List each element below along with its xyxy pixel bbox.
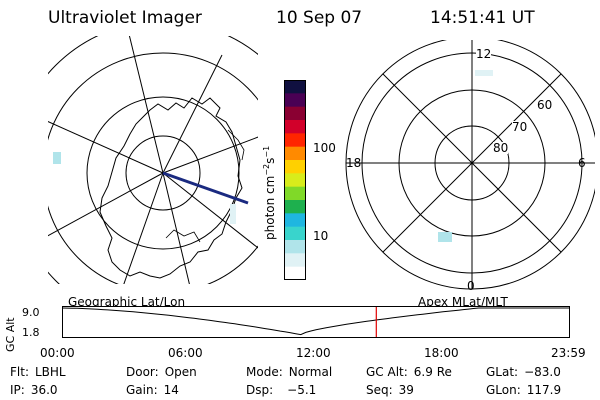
colorbar-swatch [284,133,306,148]
colorbar-swatch [284,146,306,161]
colorbar-swatch [284,200,306,214]
door-status: Door: Open [126,365,197,379]
mlt-label-6: 6 [578,156,586,170]
altitude-curve [62,307,570,336]
meridian-line [48,172,164,237]
mlat-label-70: 70 [512,120,528,134]
x-tick-0000: 00:00 [40,346,75,360]
y-tick-min: 1.8 [22,326,40,339]
coastline-detail [227,129,245,161]
colorbar-swatch [284,106,306,121]
colorbar-swatch [284,160,306,174]
glon-status: GLon: 117.9 [486,383,562,397]
flt-status: Flt: LBHL [10,365,66,379]
meridian-line [48,121,164,174]
colorbar-swatch [284,213,306,228]
timeline-right-title: Apex MLat/MLT [418,295,508,309]
colorbar-swatch [284,186,306,201]
terminator-line [162,171,249,205]
colorbar-tick-100: 100 [313,141,336,155]
meridian-line [162,172,190,284]
seq-status: Seq: 39 [366,383,414,397]
colorbar-swatch [284,240,306,254]
mlt-line-diag [382,73,562,253]
colorbar-swatch [284,80,306,94]
lat-circle [0,0,300,300]
colorbar-swatch [284,226,306,241]
colorbar-swatch [284,266,306,280]
mlt-label-0: 0 [467,279,475,293]
mlat-label-60: 60 [537,98,553,112]
coastline-detail [165,229,201,243]
mlat-label-80: 80 [493,141,509,155]
aurora-patch [475,70,493,76]
x-tick-1800: 18:00 [424,346,459,360]
mode-status: Mode: Normal [246,365,333,379]
ip-status: IP: 36.0 [10,383,58,397]
instrument-title: Ultraviolet Imager [48,8,202,28]
colorbar [284,80,306,280]
meridian-line [128,36,164,174]
lat-circle [48,52,258,284]
aurora-patch [438,232,452,242]
geographic-map [0,0,300,300]
lat-circle [125,135,201,211]
coastline [99,97,243,279]
colorbar-swatch [284,120,306,134]
timeline-left-title: Geographic Lat/Lon [68,295,186,309]
dsp-status: Dsp: −5.1 [246,383,317,397]
altitude-timeline [62,306,570,338]
date-label: 10 Sep 07 [276,8,363,28]
meridian-line [123,172,164,284]
x-tick-2359: 23:59 [551,346,586,360]
gc-alt-axis-label: GC Alt [4,317,17,352]
gain-status: Gain: 14 [126,383,179,397]
aurora-patch [53,152,61,164]
mlt-label-18: 18 [346,156,362,170]
y-tick-max: 9.0 [22,306,40,319]
meridian-line [162,172,258,249]
colorbar-tick-10: 10 [313,229,329,243]
colorbar-swatch [284,93,306,108]
meridian-line [162,136,258,174]
lat-circle [0,0,300,300]
colorbar-label: photon cm−2s−1 [262,145,277,240]
mlt-label-12: 12 [476,47,492,61]
lat-circle [86,96,240,250]
x-tick-1200: 12:00 [296,346,331,360]
gc-alt-status: GC Alt: 6.9 Re [366,365,452,379]
x-tick-0600: 06:00 [168,346,203,360]
time-label: 14:51:41 UT [430,8,535,28]
colorbar-swatch [284,173,306,188]
aurora-patch [230,204,236,224]
meridian-line [162,54,223,174]
glat-status: GLat: −83.0 [486,365,561,379]
colorbar-swatch [284,253,306,268]
magnetic-map [345,40,595,290]
